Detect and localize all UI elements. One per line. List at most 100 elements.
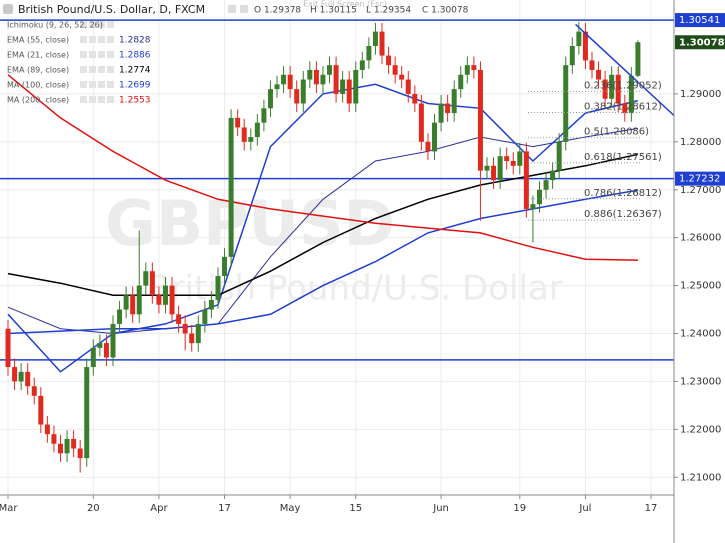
candle-body: [182, 323, 188, 334]
legend-button[interactable]: [80, 81, 87, 88]
legend-button[interactable]: [107, 21, 114, 28]
candle-body: [340, 79, 346, 94]
legend-button[interactable]: [98, 81, 105, 88]
y-tick-label: 1.22000: [680, 424, 721, 435]
candle-body: [569, 46, 575, 66]
candle-body: [300, 79, 306, 104]
candle-body: [12, 367, 18, 382]
legend-button[interactable]: [80, 21, 87, 28]
price-label: 1.30078: [679, 37, 725, 48]
candle-body: [274, 84, 280, 90]
x-tick-label: Apr: [150, 503, 168, 514]
candle-body: [576, 31, 582, 47]
legend-button[interactable]: [89, 36, 96, 43]
grid: [0, 0, 674, 495]
candle-body: [320, 74, 326, 85]
ohlc-value: H 1.30115: [310, 6, 357, 16]
price-label: 1.27232: [679, 174, 720, 185]
legend-button[interactable]: [98, 51, 105, 58]
candle-body: [117, 309, 123, 324]
candle-body: [438, 103, 444, 123]
candle-body: [287, 74, 293, 90]
x-tick-label: Jul: [578, 503, 591, 514]
y-tick-label: 1.23000: [680, 376, 721, 387]
candle-body: [38, 395, 44, 425]
candle-body: [392, 65, 398, 75]
candle-body: [31, 386, 37, 396]
trendline: [575, 23, 675, 117]
legend-button[interactable]: [107, 96, 114, 103]
candle-body: [254, 122, 260, 138]
candle-body: [609, 74, 615, 99]
candle-body: [582, 31, 588, 61]
legend-button[interactable]: [80, 36, 87, 43]
candle-body: [563, 65, 569, 142]
settings-icon[interactable]: [240, 5, 248, 13]
legend-button[interactable]: [89, 96, 96, 103]
x-tick-label: 15: [349, 503, 362, 514]
legend-button[interactable]: [80, 51, 87, 58]
x-tick-label: 19: [513, 503, 526, 514]
candle-body: [517, 151, 523, 166]
legend-button[interactable]: [107, 51, 114, 58]
symbol-icon[interactable]: [3, 4, 13, 14]
price-label-box: [675, 13, 725, 28]
fib-label: 0.786(1.26812): [584, 188, 662, 199]
legend-button[interactable]: [107, 81, 114, 88]
fib-label: 0.5(1.28086): [584, 127, 649, 138]
legend: Ichimoku (9, 26, 52, 26) EMA (55, close) 1…: [7, 21, 151, 106]
candle-body: [372, 31, 378, 47]
ohlc-value: C 1.30078: [422, 6, 469, 16]
candle-body: [208, 299, 214, 310]
legend-button[interactable]: [107, 36, 114, 43]
candle-body: [195, 323, 201, 344]
legend-button[interactable]: [98, 66, 105, 73]
candle-body: [596, 69, 602, 80]
plot: 0.236(1.29052) 0.382(1.28612) 0.5(1.28086)…: [0, 19, 675, 473]
legend-value: 1.2828: [119, 36, 151, 46]
candle-body: [235, 117, 241, 128]
legend-name: EMA (55, close): [7, 36, 69, 45]
candle-body: [156, 295, 162, 305]
candle-body: [458, 74, 464, 90]
legend-button[interactable]: [98, 36, 105, 43]
chart-title: British Pound/U.S. Dollar, D, FXCM: [18, 3, 205, 16]
candle-body: [530, 204, 536, 209]
legend-button[interactable]: [98, 96, 105, 103]
ohlc-header: O 1.29378 H 1.30115 L 1.29354 C 1.30078: [254, 6, 469, 16]
candle-body: [162, 285, 168, 305]
candle-body: [189, 333, 195, 344]
legend-button[interactable]: [89, 81, 96, 88]
candle-body: [432, 122, 438, 152]
legend-button[interactable]: [98, 21, 105, 28]
legend-button[interactable]: [89, 21, 96, 28]
y-tick-label: 1.29000: [680, 89, 721, 100]
legend-button[interactable]: [80, 66, 87, 73]
candle-body: [523, 151, 529, 209]
candle-body: [366, 46, 372, 61]
legend-button[interactable]: [107, 66, 114, 73]
candle-body: [602, 79, 608, 99]
settings-icon[interactable]: [228, 5, 236, 13]
candle-body: [635, 42, 641, 76]
candle-body: [261, 108, 267, 123]
candle-body: [405, 79, 411, 94]
candle-body: [64, 438, 70, 454]
legend-button[interactable]: [89, 66, 96, 73]
candle-body: [136, 285, 142, 315]
y-tick-label: 1.27000: [680, 185, 721, 196]
candle-body: [149, 271, 155, 296]
candle-body: [550, 170, 556, 181]
candle-body: [57, 443, 63, 454]
legend-name: MA (100, close): [7, 81, 69, 90]
fib-label: 0.886(1.26367): [584, 209, 662, 220]
candle-body: [5, 328, 11, 368]
candle-body: [84, 367, 90, 459]
legend-name: EMA (21, close): [7, 51, 69, 60]
legend-button[interactable]: [80, 96, 87, 103]
candle-body: [110, 323, 116, 358]
candle-body: [202, 309, 208, 324]
legend-button[interactable]: [89, 51, 96, 58]
